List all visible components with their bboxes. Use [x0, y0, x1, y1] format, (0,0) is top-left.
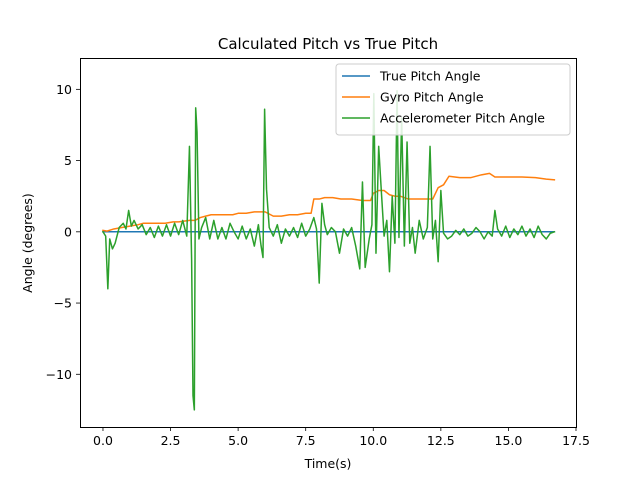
x-tick-label: 5.0	[228, 433, 248, 448]
x-tick-label: 10.0	[359, 433, 387, 448]
legend-label-2: Gyro Pitch Angle	[380, 90, 484, 105]
y-tick-label: 0	[64, 224, 72, 239]
x-tick-label: 2.5	[161, 433, 181, 448]
y-tick-label: 5	[64, 153, 72, 168]
legend-label-1: True Pitch Angle	[379, 69, 481, 84]
series-line-2	[102, 172, 556, 232]
x-tick-label: 0.0	[93, 433, 113, 448]
legend-label-3: Accelerometer Pitch Angle	[380, 111, 545, 126]
series-line-3	[101, 90, 556, 411]
x-tick-label: 15.0	[495, 433, 523, 448]
legend-box	[335, 63, 571, 136]
plot-area	[101, 90, 556, 411]
chart-title: Calculated Pitch vs True Pitch	[218, 35, 438, 53]
y-axis: −10 −5 0 5 10	[46, 82, 80, 382]
legend: True Pitch Angle Gyro Pitch Angle Accelero…	[335, 63, 571, 136]
x-axis-label: Time(s)	[304, 456, 352, 471]
x-axis: 0.0 2.5 5.0 7.5 10.0 12.5 15.0 17.5	[93, 427, 590, 448]
y-axis-label: Angle (degrees)	[20, 193, 35, 293]
axes-frame	[80, 58, 577, 428]
x-tick-label: 17.5	[562, 433, 590, 448]
y-tick-label: −5	[54, 296, 72, 311]
y-tick-label: −10	[46, 367, 72, 382]
x-tick-label: 12.5	[427, 433, 455, 448]
x-tick-label: 7.5	[296, 433, 316, 448]
y-tick-label: 10	[56, 82, 72, 97]
